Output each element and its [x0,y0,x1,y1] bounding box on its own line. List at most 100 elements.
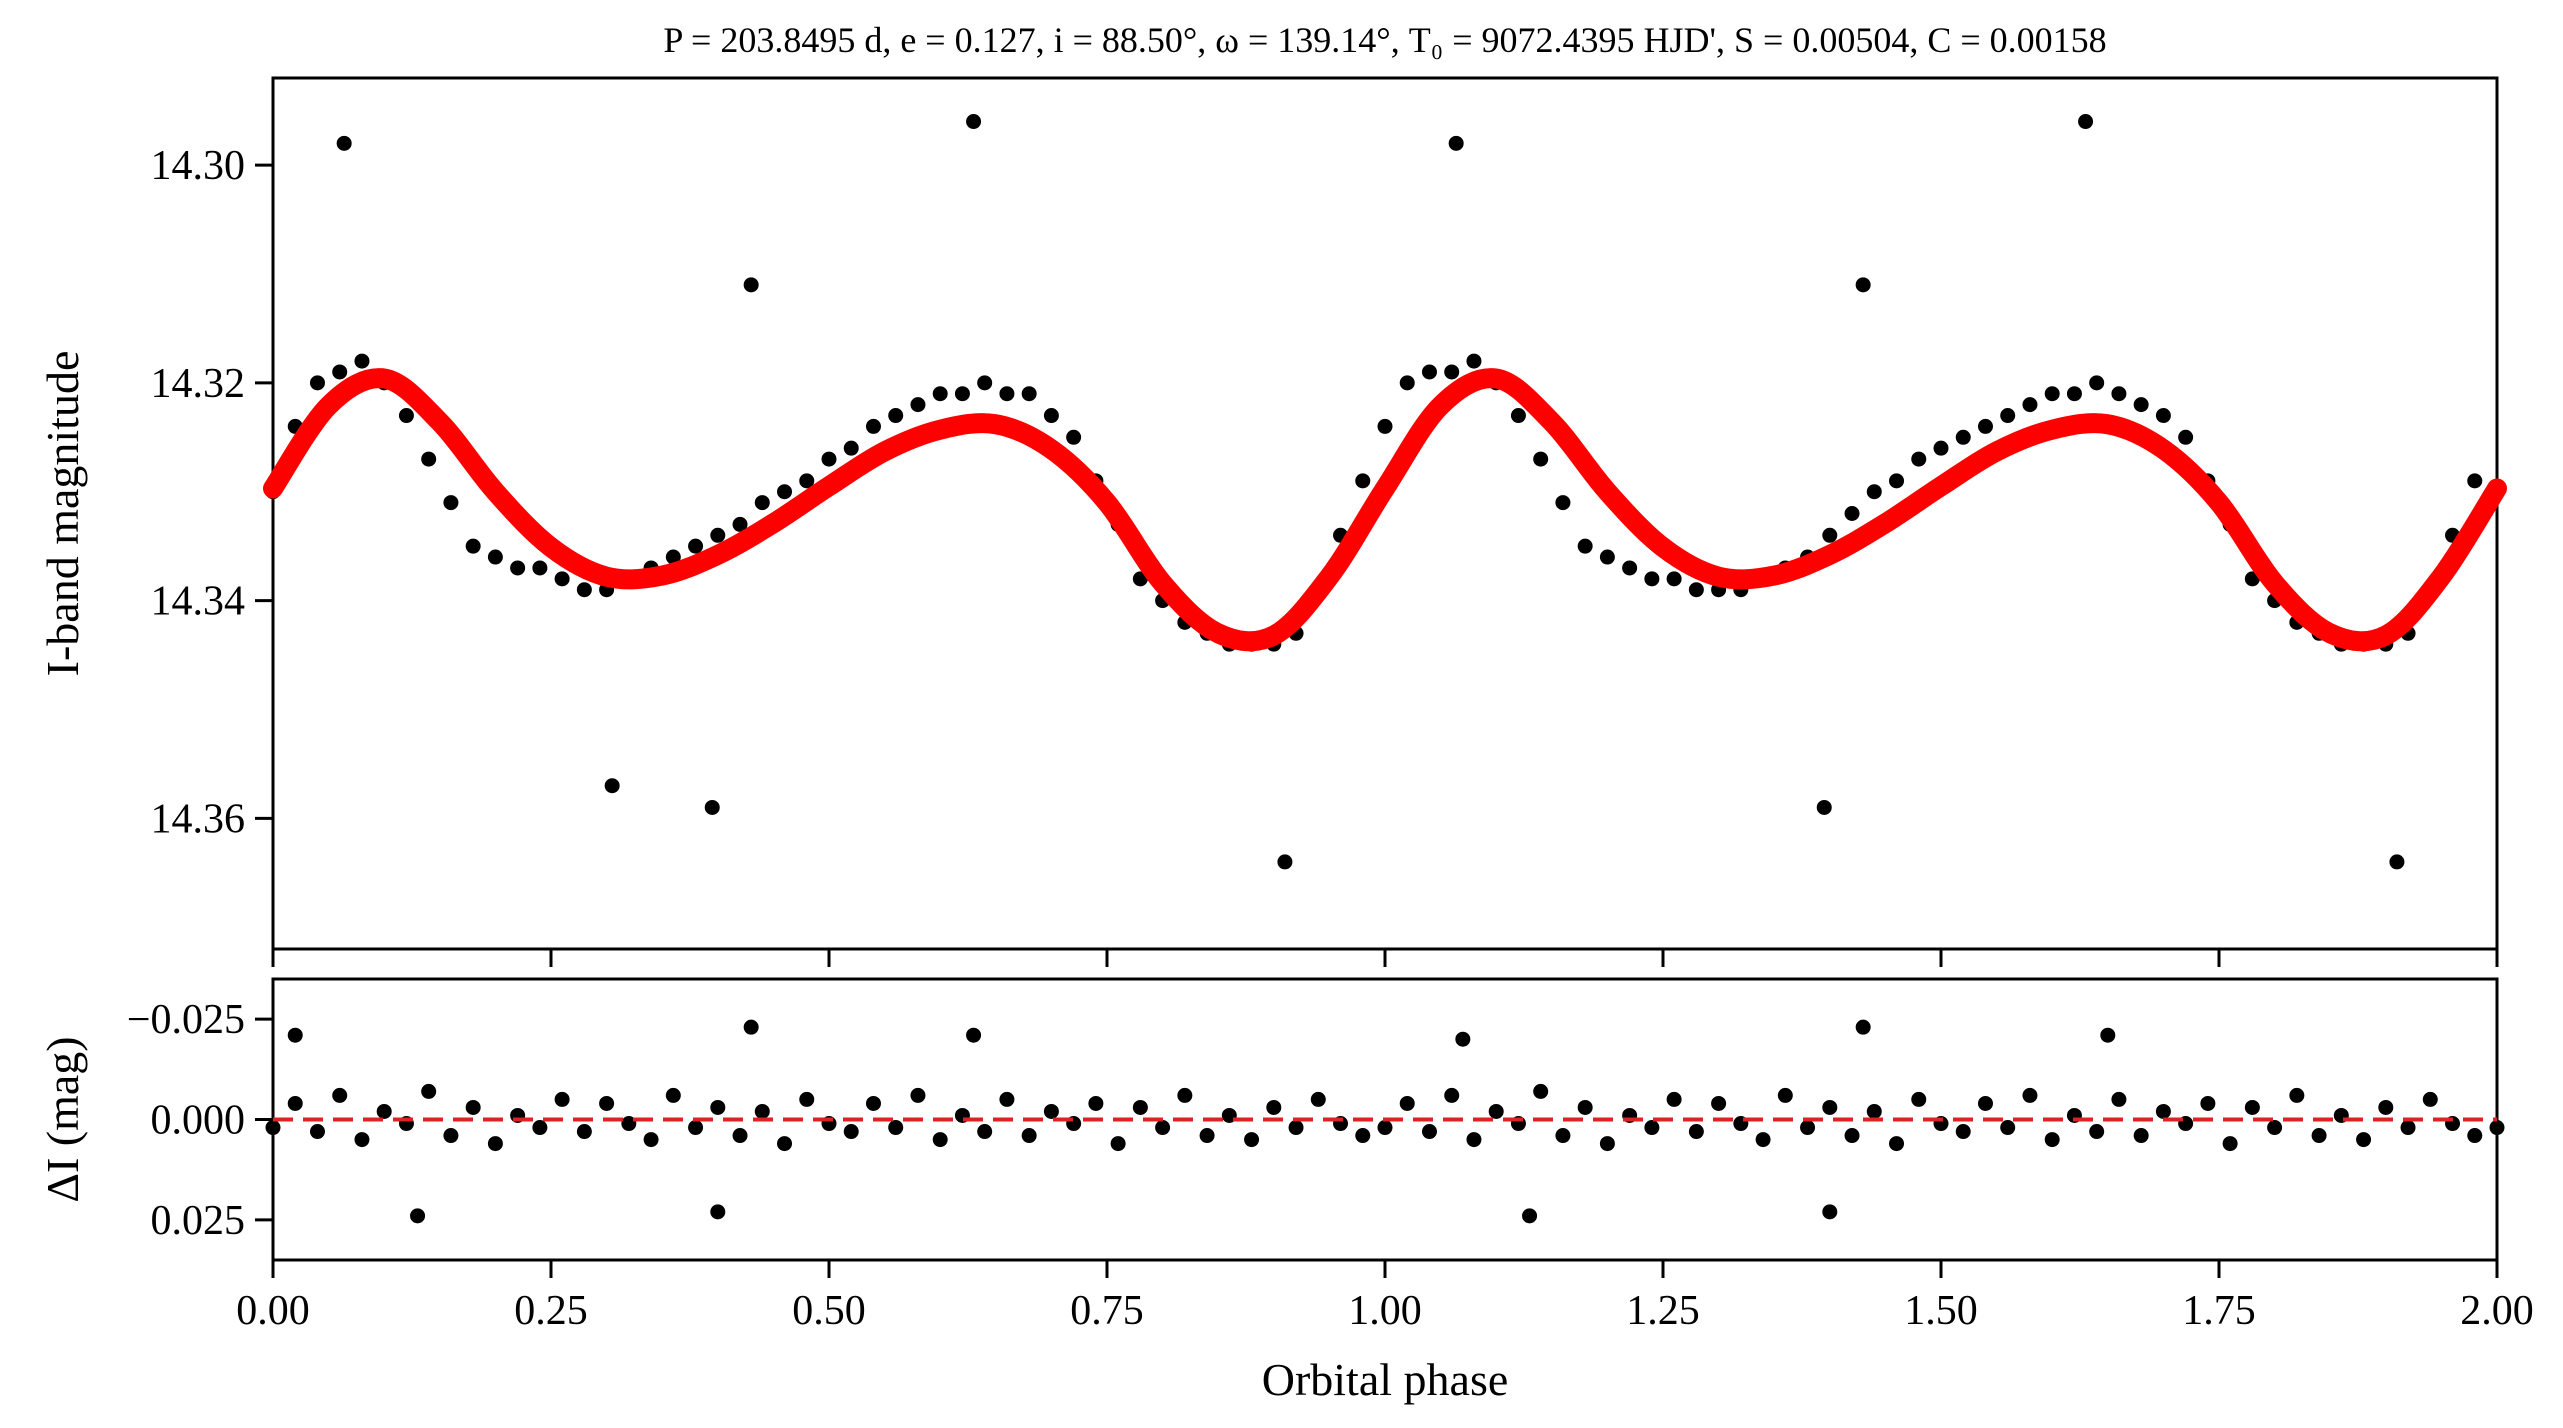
residual-point [910,1087,926,1103]
light-curve-point [1466,353,1482,369]
residual-point [421,1083,437,1099]
residual-point [2022,1087,2038,1103]
residual-point [1644,1120,1660,1136]
residual-point [410,1208,426,1224]
light-curve-point [1666,571,1682,587]
light-curve-point [1955,429,1971,445]
residual-point [1132,1099,1148,1115]
residual-point [287,1027,303,1043]
residual-point [443,1128,459,1144]
residual-point [1199,1128,1215,1144]
light-curve-point [888,408,904,424]
residual-point [2378,1099,2394,1115]
residual-point [732,1128,748,1144]
bottom-x-tick-label: 0.00 [236,1288,310,1334]
residual-point [999,1091,1015,1107]
residual-point [754,1103,770,1119]
light-curve-point [332,364,348,380]
residual-point [1266,1099,1282,1115]
residual-point [2200,1095,2216,1111]
residual-point [1021,1128,1037,1144]
residual-point [2311,1128,2327,1144]
light-curve-point [865,418,881,434]
light-curve-point [2467,473,2483,489]
light-curve-point [1448,135,1464,151]
residual-point [1955,1124,1971,1140]
light-curve-point [1816,799,1832,815]
light-curve-point [443,495,459,511]
top-y-tick-label: 14.34 [151,579,246,625]
light-curve-point [932,386,948,402]
residual-point [1110,1136,1126,1152]
light-curve-point [754,495,770,511]
residual-point [1711,1095,1727,1111]
light-curve-point [2133,397,2149,413]
residual-point [1688,1124,1704,1140]
residual-point [1599,1136,1615,1152]
light-curve-point [1822,527,1838,543]
residual-point [1088,1095,1104,1111]
light-curve-point [966,114,982,130]
light-curve-point [1444,364,1460,380]
light-curve-point [398,408,414,424]
light-curve-point [688,538,704,554]
light-curve-point [799,473,815,489]
light-curve-point [1644,571,1660,587]
bottom-x-tick-label: 0.75 [1070,1288,1144,1334]
residual-point [2100,1027,2116,1043]
residual-point [743,1019,759,1035]
light-curve-point [465,538,481,554]
residual-point [1377,1120,1393,1136]
light-curve-point [2389,854,2405,870]
light-curve-point [732,516,748,532]
chart-title: P = 203.8495 d, e = 0.127, i = 88.50°, ω… [663,20,2106,60]
light-curve-point [2000,408,2016,424]
light-curve-point [1355,473,1371,489]
residual-point [1043,1103,1059,1119]
light-curve-point [1688,582,1704,598]
residual-point [710,1204,726,1220]
light-curve-point [777,484,793,500]
residual-point [710,1099,726,1115]
bottom-y-tick-label: 0.000 [151,1098,246,1144]
light-curve-point [1911,451,1927,467]
residual-point [1555,1128,1571,1144]
light-curve-point [1277,854,1293,870]
residual-point [1977,1095,1993,1111]
light-curve-point [1043,408,1059,424]
residual-point [643,1132,659,1148]
light-curve-point [604,778,620,794]
light-curve-point [1021,386,1037,402]
light-curve-point [487,549,503,565]
light-curve-point [1855,277,1871,293]
residual-point [665,1087,681,1103]
residual-point [2044,1132,2060,1148]
light-curve-point [665,549,681,565]
light-curve-point [1889,473,1905,489]
bottom-x-tick-label: 0.50 [792,1288,866,1334]
bottom-x-tick-label: 1.00 [1348,1288,1422,1334]
light-curve-point [309,375,325,391]
bottom-x-tick-label: 0.25 [514,1288,588,1334]
light-curve-point [704,799,720,815]
residual-point [777,1136,793,1152]
light-curve-point [1866,484,1882,500]
light-curve-point [1977,418,1993,434]
residual-point [287,1095,303,1111]
residual-point [376,1103,392,1119]
residual-point [932,1132,948,1148]
bottom-y-tick-label: 0.025 [151,1198,246,1244]
light-curve-point [2078,114,2094,130]
residual-point [2111,1091,2127,1107]
top-y-axis-label: I-band magnitude [37,351,88,677]
residual-point [1533,1083,1549,1099]
light-curve-point [1622,560,1638,576]
residual-point [487,1136,503,1152]
residual-point [265,1120,281,1136]
light-curve-point [2089,375,2105,391]
residual-point [1310,1091,1326,1107]
light-curve-point [843,440,859,456]
light-curve-point [354,353,370,369]
light-curve-point [510,560,526,576]
residual-point [1577,1099,1593,1115]
